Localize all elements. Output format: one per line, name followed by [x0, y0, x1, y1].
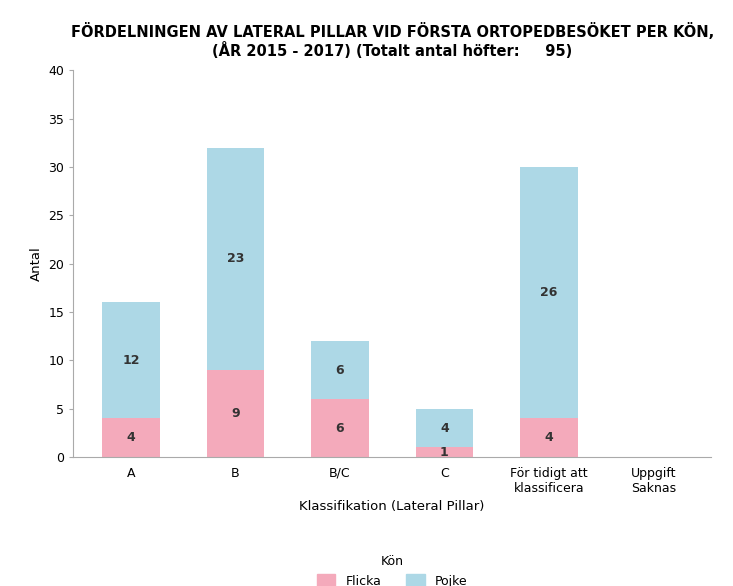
Text: 12: 12	[122, 354, 140, 367]
X-axis label: Klassifikation (Lateral Pillar): Klassifikation (Lateral Pillar)	[300, 500, 485, 513]
Text: 26: 26	[540, 286, 558, 299]
Bar	[103, 302, 160, 418]
Text: 6: 6	[336, 363, 345, 377]
Bar	[520, 167, 578, 418]
Bar	[103, 418, 160, 457]
Bar	[207, 370, 264, 457]
Bar	[312, 399, 369, 457]
Text: 6: 6	[336, 421, 345, 435]
Bar	[312, 341, 369, 399]
Text: 4: 4	[127, 431, 136, 444]
Bar	[207, 148, 264, 370]
Bar	[520, 418, 578, 457]
Title: FÖRDELNINGEN AV LATERAL PILLAR VID FÖRSTA ORTOPEDBESÖKET PER KÖN,
(ÅR 2015 - 201: FÖRDELNINGEN AV LATERAL PILLAR VID FÖRST…	[70, 23, 714, 59]
Text: 4: 4	[545, 431, 553, 444]
Text: 9: 9	[231, 407, 240, 420]
Text: 4: 4	[440, 421, 449, 435]
Bar	[416, 409, 473, 448]
Text: 23: 23	[226, 253, 244, 265]
Legend: Flicka, Pojke: Flicka, Pojke	[310, 548, 474, 586]
Text: 1: 1	[440, 446, 449, 459]
Y-axis label: Antal: Antal	[30, 246, 43, 281]
Bar	[416, 448, 473, 457]
